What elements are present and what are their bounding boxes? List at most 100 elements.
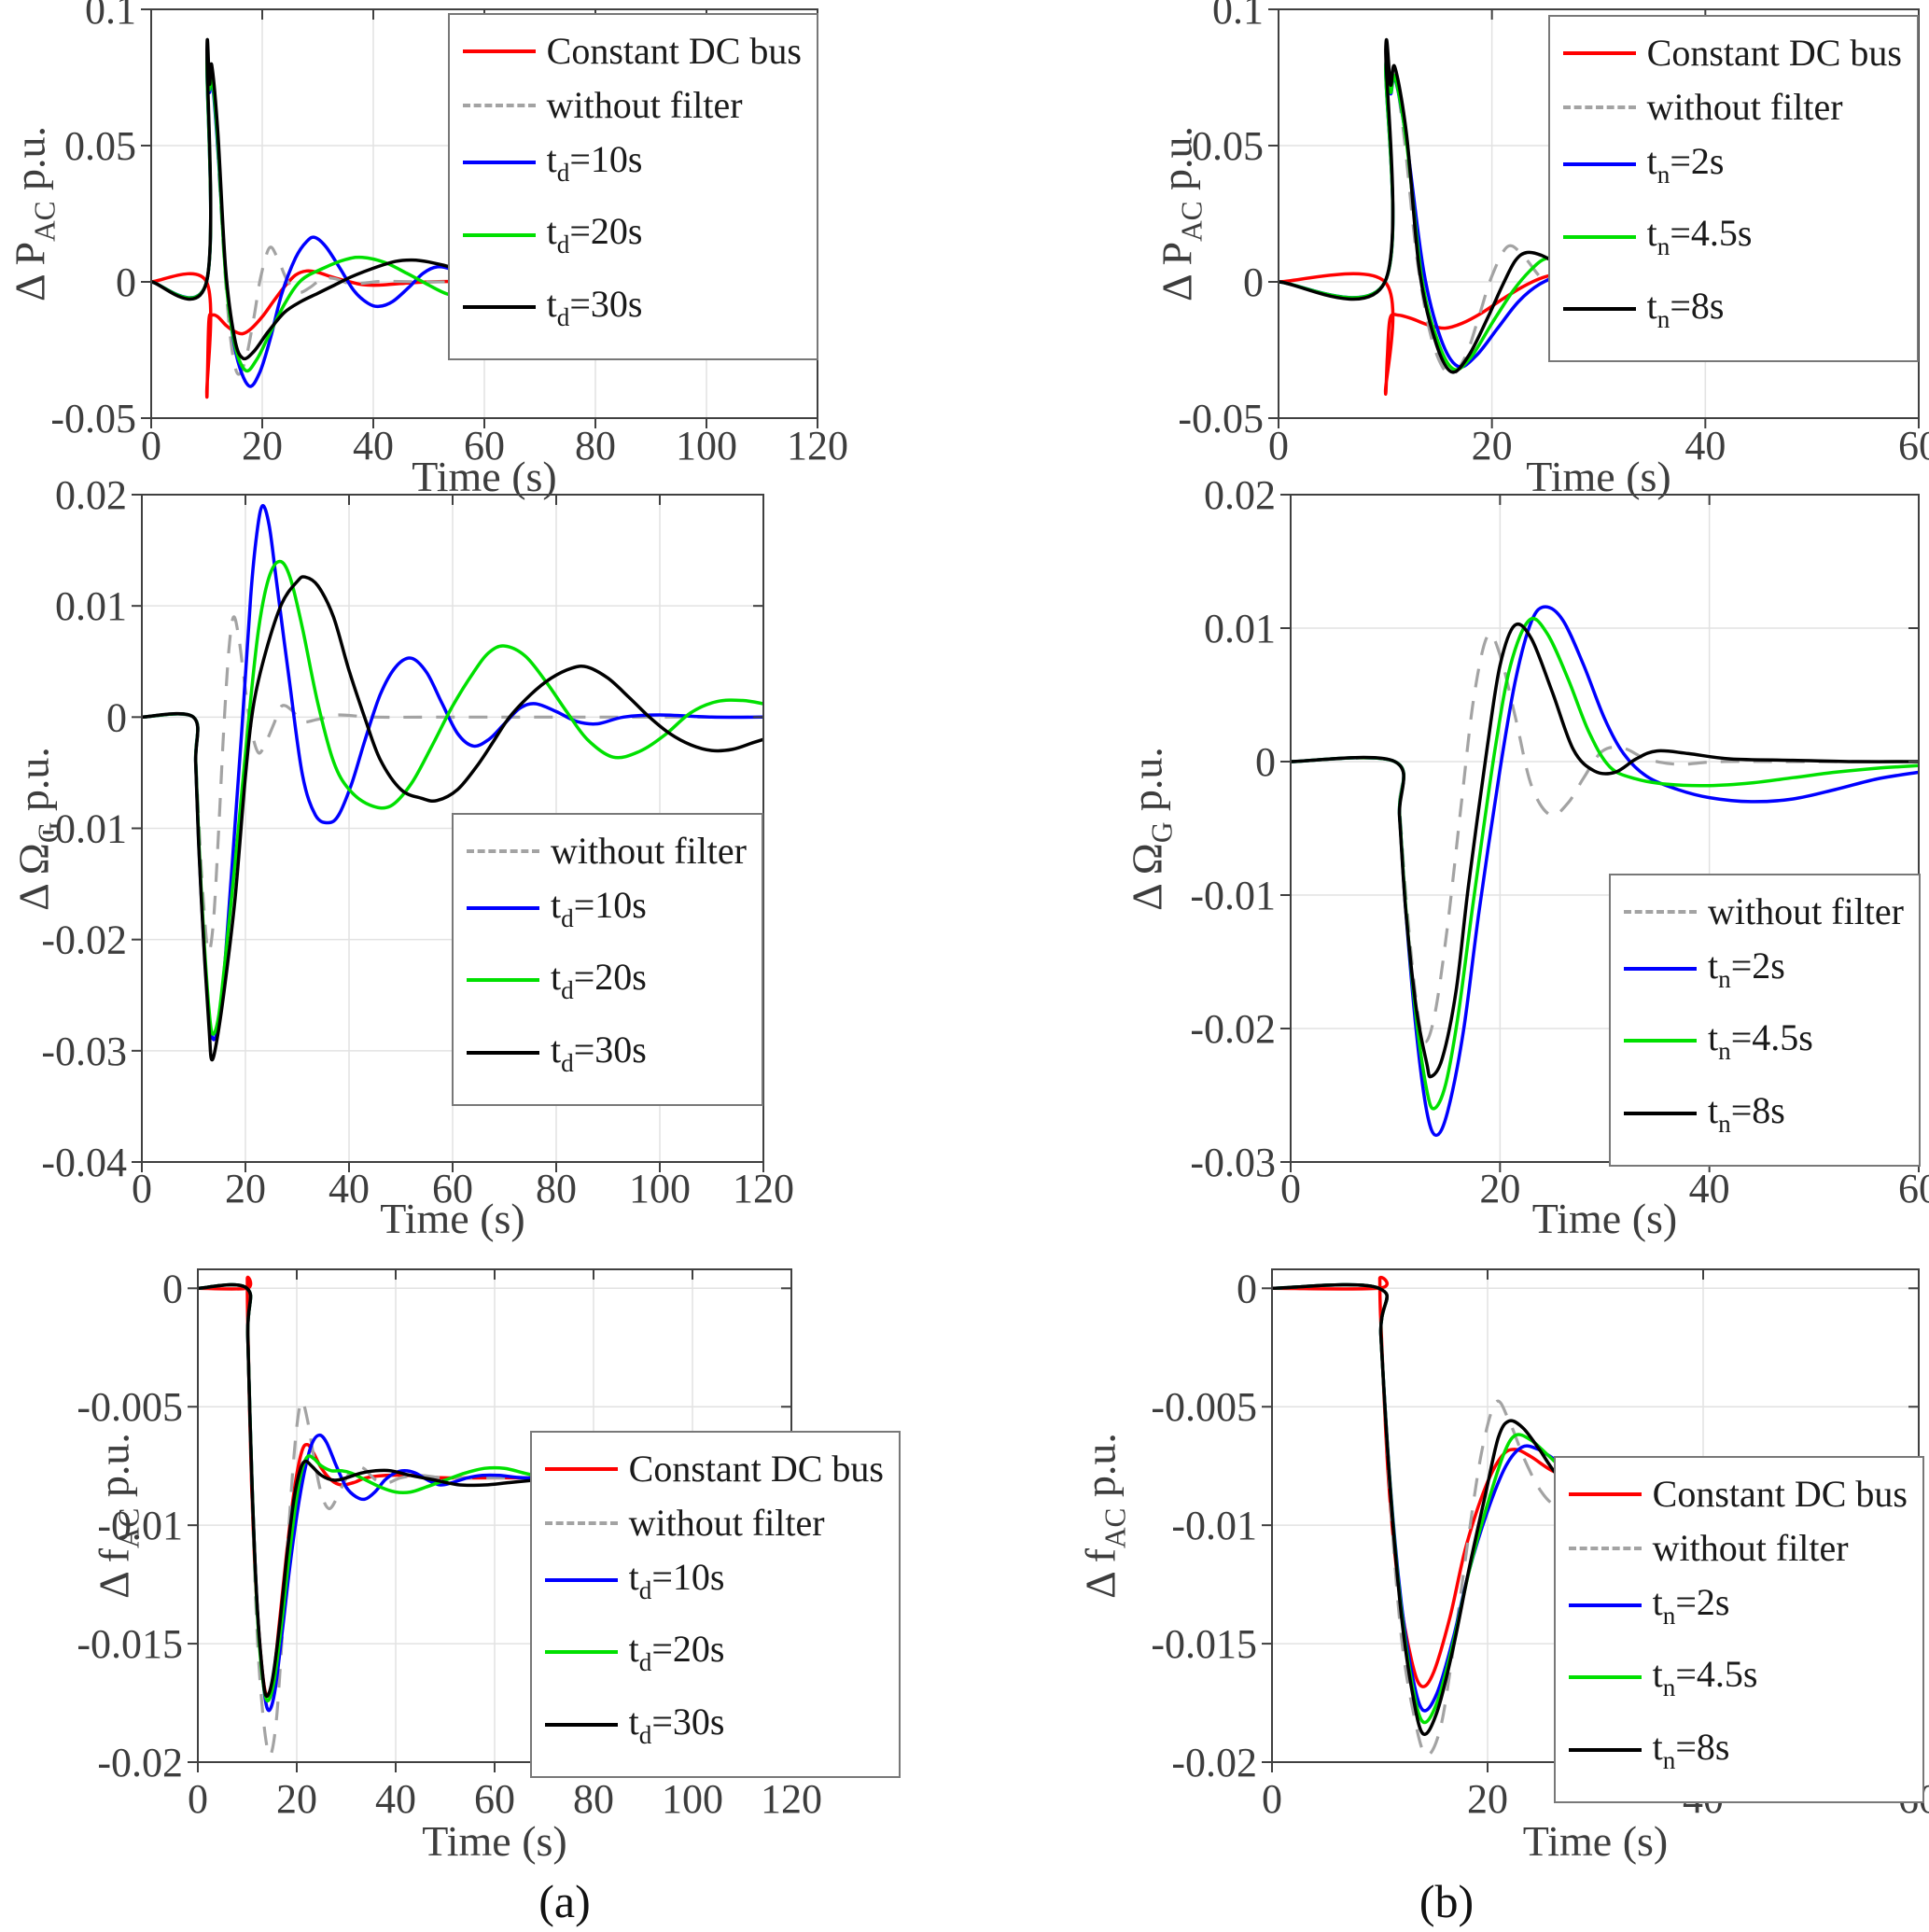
y-tick-label: -0.05 [50,396,136,441]
y-tick-label: 0.05 [64,123,136,169]
x-tick-label: 0 [141,423,161,469]
x-tick-label: 0 [1262,1776,1282,1822]
legend-item-constant-dc-bus: Constant DC bus [1562,26,1902,80]
legend-item-constant-dc-bus: Constant DC bus [544,1442,884,1496]
legend-label-tn45: tn=4.5s [1652,1653,1758,1701]
x-tick-label: 60 [464,423,505,469]
legend-item-td10: td=10s [544,1550,884,1622]
legend-swatch-td10 [544,1577,618,1582]
x-tick-label: 20 [1472,423,1513,469]
y-axis-label: Δ PAC p.u. [6,125,62,302]
y-tick-label: -0.015 [77,1621,183,1667]
caption-a: (a) [538,1875,591,1927]
legend-item-td10: td=10s [467,878,747,950]
legend-swatch-tn45 [1562,234,1636,239]
legend-label-td30: td=30s [551,1028,647,1077]
x-tick-label: 40 [1689,1166,1730,1211]
legend-item-constant-dc-bus: Constant DC bus [462,24,802,78]
legend-swatch-td30 [544,1722,618,1727]
legend-swatch-tn8 [1562,307,1636,312]
y-tick-label: -0.02 [41,917,127,963]
y-axis-label: Δ fAC p.u. [1076,1433,1132,1599]
y-tick-label: 0.05 [1192,123,1264,169]
axes-box [1290,494,1920,1163]
series-curve-tn8 [1290,622,1920,1079]
legend-item-tn2: tn=2s [1624,939,1904,1011]
y-tick-label: 0 [116,259,136,305]
legend-b2: without filter tn=2s tn=4.5s tn=8s [1609,873,1921,1167]
y-tick-label: -0.05 [1178,396,1264,441]
legend-label-tn8: tn=8s [1652,1725,1730,1774]
series-curve-td30 [141,575,764,1062]
legend-label-without-filter: without filter [1646,86,1843,128]
legend-item-tn8: tn=8s [1562,279,1902,351]
x-tick-label: 20 [225,1166,266,1211]
x-tick-label: 80 [536,1166,577,1211]
legend-item-without-filter: without filter [467,824,747,878]
legend-label-without-filter: without filter [1652,1526,1849,1569]
chart-b2: 0 20 40 60 0.02 0.01 0 -0.01 -0.02 -0.03 Time (s) [1190,472,1929,1242]
axes-box [1278,8,1920,419]
series-curve-without-filter [1271,1282,1919,1757]
legend-label-td30: td=30s [628,1700,725,1749]
x-axis-label: Time (s) [1532,1195,1678,1242]
x-tick-label: 100 [662,1776,723,1822]
y-tick-label: 0.01 [1204,606,1276,651]
caption-row: (a) (b) [0,1857,1929,1932]
x-tick-label: 80 [573,1776,614,1822]
legend-label-td20: td=20s [628,1628,725,1676]
y-axis-label: Δ PAC p.u. [1153,125,1209,302]
panel-delta-pac-left: 0 20 40 60 80 100 120 0.1 0.05 0 -0.05 Time (s) Δ PA… [0,0,964,500]
legend-b1: Constant DC bus without filter tn=2s tn=4.5… [1547,15,1919,363]
x-tick-label: 100 [629,1166,691,1211]
x-tick-label: 60 [1898,1166,1929,1211]
legend-label-tn2: tn=2s [1652,1580,1730,1630]
x-tick-label: 20 [1479,1166,1520,1211]
y-tick-label: 0 [1243,259,1264,305]
x-tick-label: 120 [787,423,848,469]
x-tick-label: 80 [575,423,616,469]
legend-item-td10: td=10s [462,133,802,204]
legend-swatch-without-filter [1624,909,1698,914]
legend-label-tn8: tn=8s [1646,284,1725,333]
x-tick-label: 120 [761,1776,822,1822]
legend-swatch-td20 [462,232,536,237]
legend-label-constant-dc-bus: Constant DC bus [628,1447,884,1490]
legend-item-without-filter: without filter [1624,885,1904,939]
y-tick-label: -0.005 [77,1384,183,1430]
legend-label-tn8: tn=8s [1708,1088,1785,1138]
legend-label-td30: td=30s [546,282,643,331]
legend-swatch-tn2 [1568,1603,1642,1607]
y-tick-label: 0 [1237,1266,1257,1311]
legend-label-td10: td=10s [628,1555,725,1604]
legend-label-td10: td=10s [546,138,643,187]
legend-label-constant-dc-bus: Constant DC bus [1652,1472,1908,1515]
legend-item-tn2: tn=2s [1562,134,1902,206]
legend-swatch-tn8 [1624,1111,1698,1115]
legend-swatch-constant-dc-bus [544,1466,618,1471]
y-tick-label: 0.1 [1212,0,1264,33]
y-tick-label: -0.02 [97,1740,183,1785]
y-axis-label: Δ ΩG p.u. [1123,746,1179,911]
legend-swatch-tn2 [1624,966,1698,971]
legend-a2: without filter td=10s td=20s td=30s [452,812,763,1106]
panel-delta-pac-right: 0 20 40 60 0.1 0.05 0 -0.05 Time (s) Δ PAC p.u. Co… [964,0,1929,500]
x-tick-label: 40 [1684,423,1726,469]
legend-label-tn45: tn=4.5s [1646,212,1753,261]
x-tick-label: 0 [132,1166,152,1211]
y-tick-label: -0.01 [1190,873,1276,918]
legend-label-td10: td=10s [551,883,647,932]
legend-item-tn45: tn=4.5s [1568,1647,1908,1719]
y-tick-label: 0 [162,1266,183,1311]
legend-swatch-without-filter [467,848,540,853]
panel-delta-fac-left: 0 20 40 60 80 100 120 0 -0.005 -0.01 -0.015 -0.02 Ti… [0,1223,964,1865]
legend-swatch-tn8 [1568,1747,1642,1752]
legend-item-td20: td=20s [467,950,747,1022]
x-tick-label: 60 [432,1166,473,1211]
legend-label-without-filter: without filter [628,1501,825,1544]
y-tick-label: -0.03 [1190,1140,1276,1185]
legend-label-tn2: tn=2s [1708,944,1785,993]
legend-item-tn2: tn=2s [1568,1575,1908,1647]
legend-a3: Constant DC bus without filter td=10s td=20… [529,1430,901,1778]
